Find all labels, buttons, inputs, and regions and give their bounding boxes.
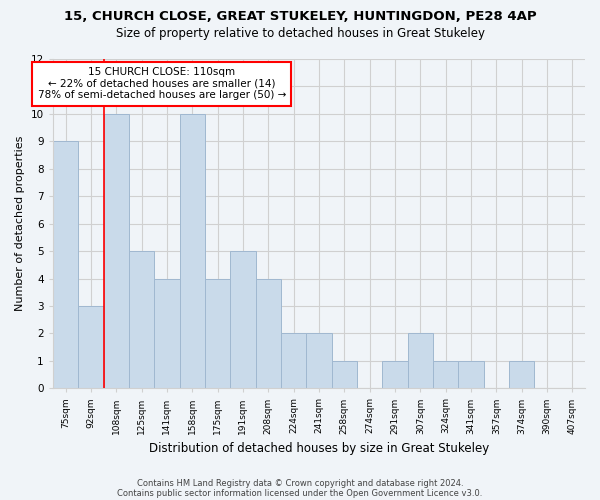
Bar	[129, 251, 154, 388]
Text: 15 CHURCH CLOSE: 110sqm
← 22% of detached houses are smaller (14)
78% of semi-de: 15 CHURCH CLOSE: 110sqm ← 22% of detache…	[38, 67, 286, 100]
Bar	[205, 278, 230, 388]
Bar	[154, 278, 179, 388]
Text: Size of property relative to detached houses in Great Stukeley: Size of property relative to detached ho…	[115, 28, 485, 40]
Bar	[179, 114, 205, 388]
Bar	[256, 278, 281, 388]
Bar	[382, 361, 407, 388]
Bar	[306, 334, 332, 388]
Bar	[78, 306, 104, 388]
Bar	[332, 361, 357, 388]
Bar	[230, 251, 256, 388]
Bar	[407, 334, 433, 388]
Y-axis label: Number of detached properties: Number of detached properties	[15, 136, 25, 312]
Text: 15, CHURCH CLOSE, GREAT STUKELEY, HUNTINGDON, PE28 4AP: 15, CHURCH CLOSE, GREAT STUKELEY, HUNTIN…	[64, 10, 536, 23]
Bar	[53, 142, 78, 388]
Bar	[509, 361, 535, 388]
Text: Contains public sector information licensed under the Open Government Licence v3: Contains public sector information licen…	[118, 488, 482, 498]
Bar	[281, 334, 306, 388]
Bar	[458, 361, 484, 388]
Text: Contains HM Land Registry data © Crown copyright and database right 2024.: Contains HM Land Registry data © Crown c…	[137, 478, 463, 488]
X-axis label: Distribution of detached houses by size in Great Stukeley: Distribution of detached houses by size …	[149, 442, 489, 455]
Bar	[433, 361, 458, 388]
Bar	[104, 114, 129, 388]
